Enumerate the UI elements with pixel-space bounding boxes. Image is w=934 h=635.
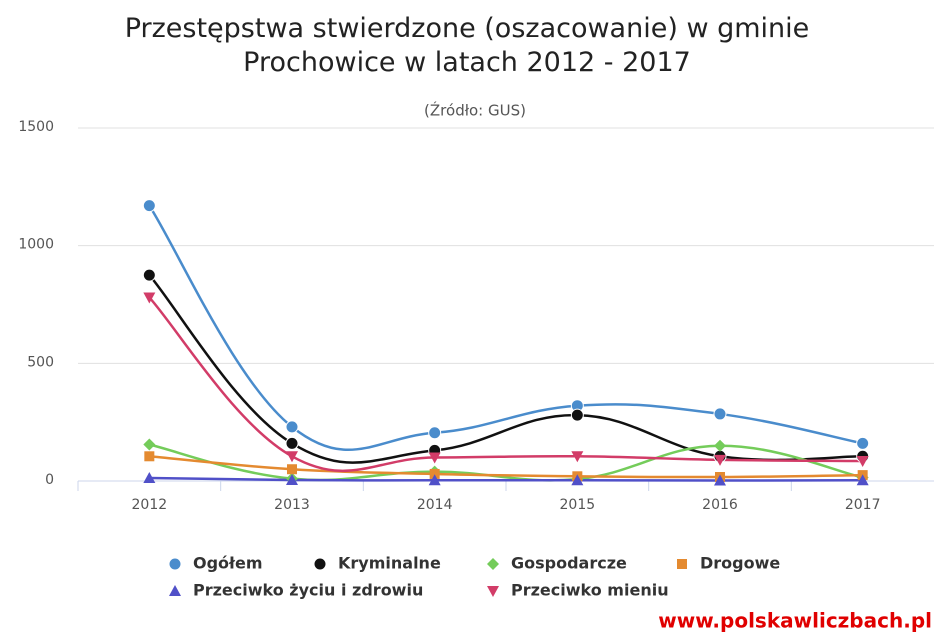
chart-title: Przestępstwa stwierdzone (oszacowanie) w… xyxy=(124,13,810,78)
point xyxy=(856,436,870,450)
y-tick-label: 500 xyxy=(27,354,54,370)
point xyxy=(714,474,726,486)
point xyxy=(286,474,298,486)
legend-marker xyxy=(487,586,499,597)
legend-label: Kryminalne xyxy=(338,554,441,573)
y-tick-label: 1000 xyxy=(18,237,54,253)
point xyxy=(143,471,156,483)
point xyxy=(143,292,156,304)
chart-subtitle: (Źródło: GUS) xyxy=(424,101,526,120)
legend-label: Przeciwko mieniu xyxy=(511,581,669,600)
legend-marker xyxy=(487,558,499,570)
point xyxy=(570,408,584,422)
point xyxy=(144,451,155,462)
y-tick-label: 1500 xyxy=(18,119,54,135)
series-line xyxy=(149,455,863,479)
legend-marker xyxy=(313,557,327,571)
series-line xyxy=(149,443,863,482)
legend-marker xyxy=(168,557,182,571)
y-tick-label: 0 xyxy=(45,472,54,488)
legend-label: Gospodarcze xyxy=(511,554,627,573)
legend-marker xyxy=(677,559,687,569)
point xyxy=(429,468,440,479)
legend-label: Drogowe xyxy=(700,554,780,573)
point xyxy=(286,451,298,463)
series-line xyxy=(148,274,863,464)
x-tick-label: 2014 xyxy=(417,497,453,513)
point xyxy=(713,407,727,421)
series-line xyxy=(148,296,863,472)
point xyxy=(287,464,297,475)
point xyxy=(428,452,441,464)
legend-marker xyxy=(169,585,181,596)
point xyxy=(571,474,584,486)
point xyxy=(714,439,726,452)
point xyxy=(714,454,726,466)
point xyxy=(571,451,584,463)
series-line xyxy=(149,476,863,482)
point xyxy=(285,420,299,434)
point xyxy=(856,474,869,486)
series-line xyxy=(148,204,863,451)
x-tick-label: 2017 xyxy=(845,497,881,513)
point xyxy=(285,436,299,450)
point xyxy=(143,438,156,451)
point xyxy=(856,455,869,467)
x-tick-label: 2016 xyxy=(702,497,738,513)
point xyxy=(428,426,442,440)
point xyxy=(142,268,156,282)
legend-label: Ogółem xyxy=(193,554,263,573)
x-tick-label: 2012 xyxy=(132,497,168,513)
point xyxy=(142,199,156,213)
footer: www.polskawliczbach.pl xyxy=(658,609,932,633)
legend-label: Przeciwko życiu i zdrowiu xyxy=(193,581,423,600)
point xyxy=(428,474,441,486)
x-tick-label: 2015 xyxy=(560,497,596,513)
x-tick-label: 2013 xyxy=(274,497,310,513)
